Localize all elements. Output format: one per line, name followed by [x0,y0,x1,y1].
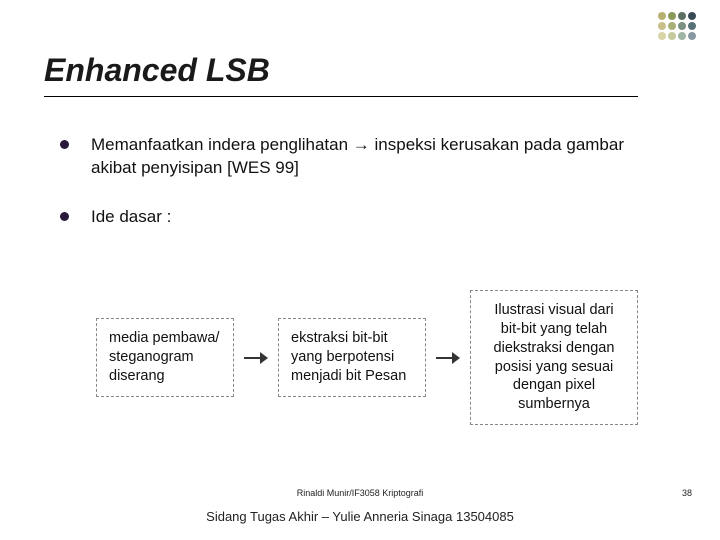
arrow-icon: → [353,135,370,154]
flow-box-2: ekstraksi bit-bit yang berpotensi menjad… [278,318,426,397]
deco-dot [668,12,676,20]
flow-box-3: Ilustrasi visual dari bit-bit yang telah… [470,290,638,425]
flow-diagram: media pembawa/ steganogram diserang ekst… [96,290,638,425]
flow-box-1: media pembawa/ steganogram diserang [96,318,234,397]
deco-dot [678,12,686,20]
bullet-icon [60,212,69,221]
bullet-text: Memanfaatkan indera penglihatan → inspek… [91,134,660,180]
deco-dot [668,32,676,40]
title-underline [44,96,638,97]
deco-dot [678,32,686,40]
bullet-item: Ide dasar : [60,206,660,229]
footer-author: Sidang Tugas Akhir – Yulie Anneria Sinag… [0,509,720,524]
deco-dot [688,22,696,30]
deco-dot [668,22,676,30]
deco-dot [678,22,686,30]
deco-dot [688,12,696,20]
slide-title: Enhanced LSB [44,52,270,89]
footer-course: Rinaldi Munir/IF3058 Kriptografi [0,488,720,498]
deco-dot [658,22,666,30]
bullet-item: Memanfaatkan indera penglihatan → inspek… [60,134,660,180]
deco-dot [658,32,666,40]
deco-dot [688,32,696,40]
page-number: 38 [682,488,692,498]
bullet-icon [60,140,69,149]
bullet-text: Ide dasar : [91,206,171,229]
flow-arrow-icon [244,351,268,365]
corner-decoration [658,12,696,40]
flow-arrow-icon [436,351,460,365]
bullet-list: Memanfaatkan indera penglihatan → inspek… [60,134,660,255]
deco-dot [658,12,666,20]
